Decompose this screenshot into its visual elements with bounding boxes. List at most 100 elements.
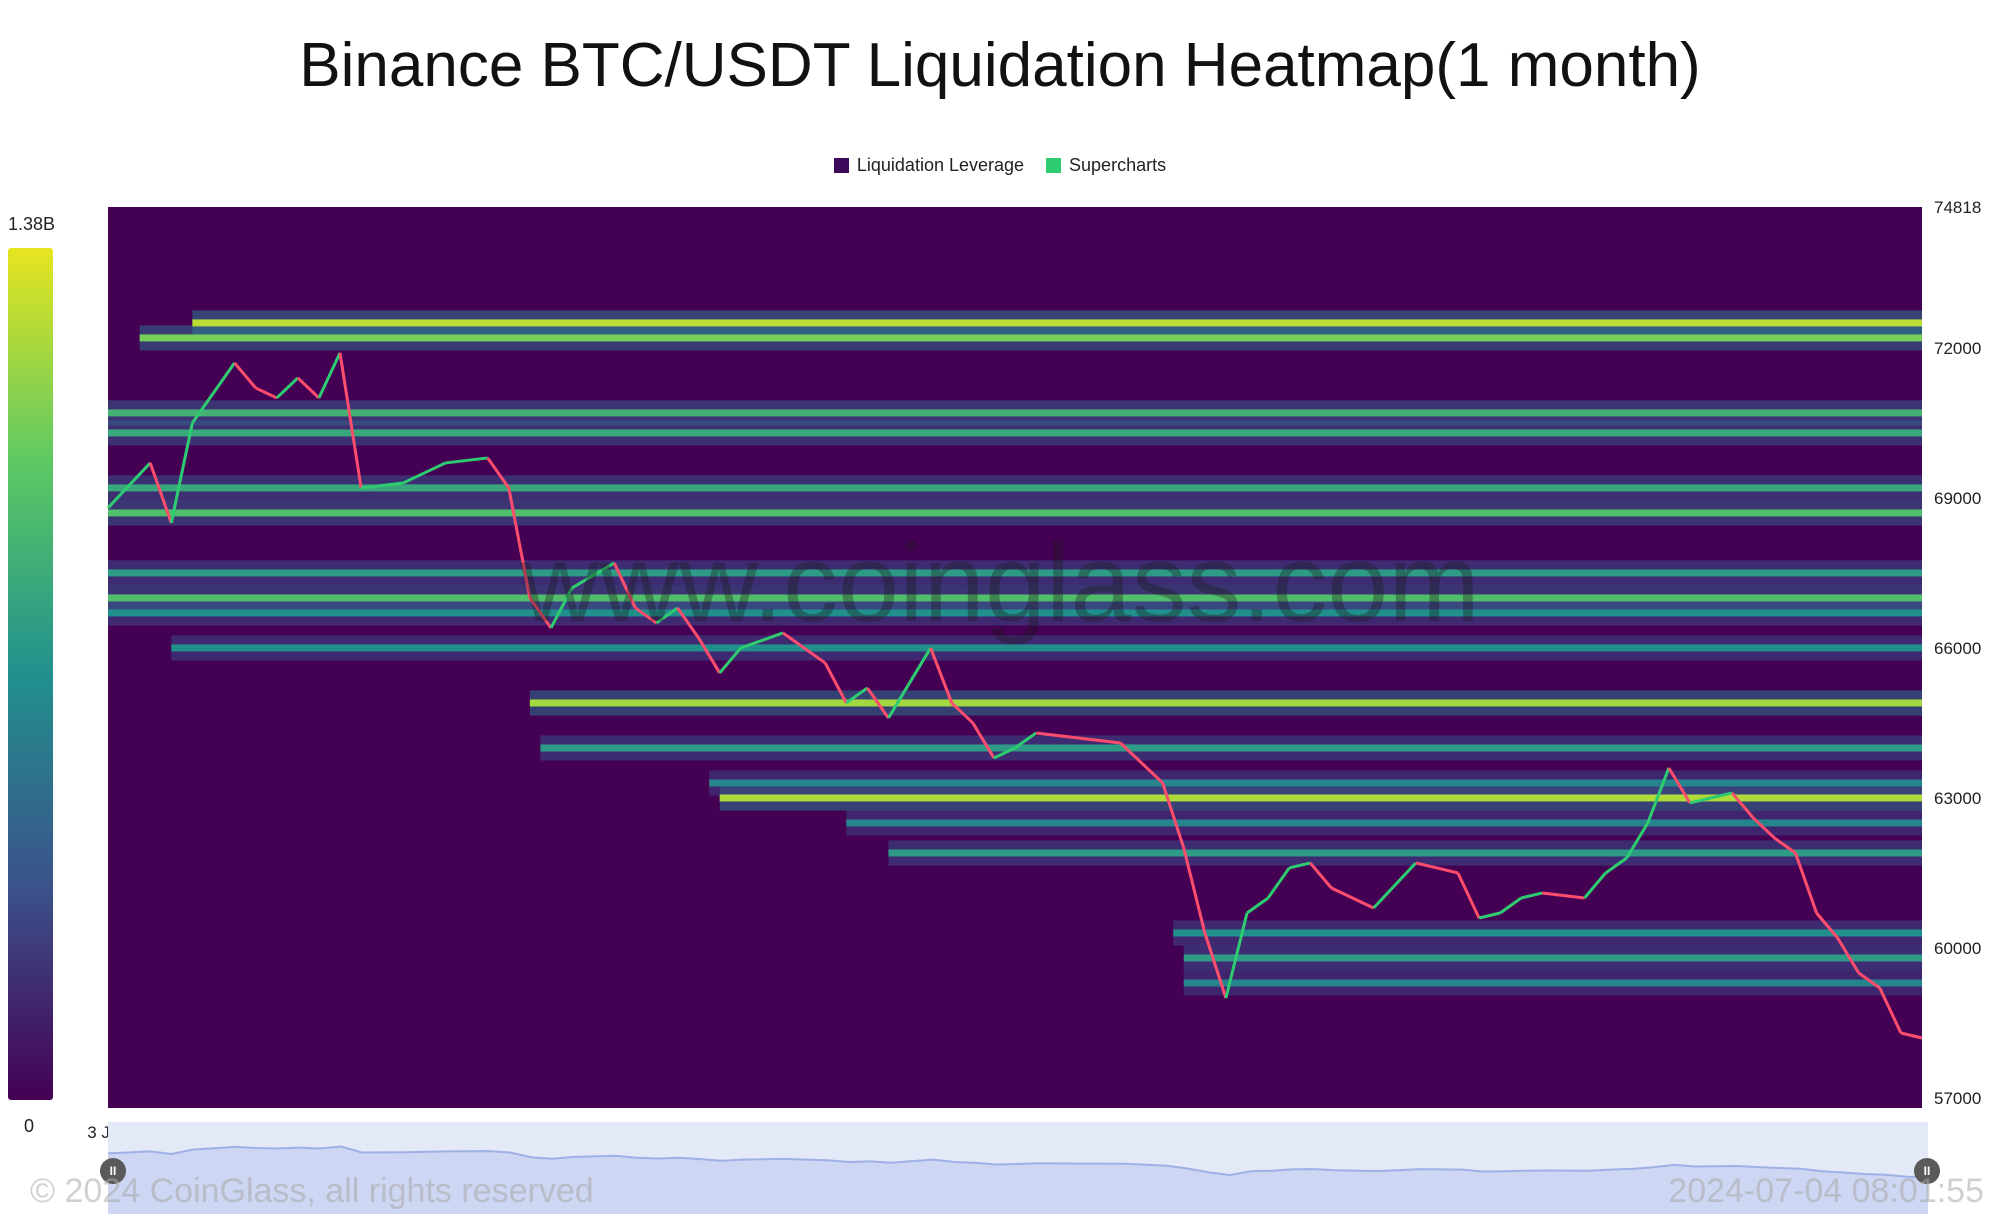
price-candle — [1499, 896, 1523, 915]
price-candle — [1415, 861, 1459, 875]
legend-swatch-liquidation-leverage — [833, 158, 849, 173]
liquidation-band — [540, 744, 1922, 752]
price-candle — [1583, 872, 1607, 899]
price-candle — [1604, 856, 1628, 875]
price-candle — [823, 662, 848, 704]
legend-swatch-supercharts — [1046, 158, 1062, 173]
price-candle — [1710, 791, 1733, 800]
price-candle — [317, 352, 342, 399]
price-candle — [338, 352, 363, 489]
price-candle — [1815, 912, 1839, 939]
price-candle — [1078, 736, 1121, 745]
liquidation-band — [139, 334, 1923, 342]
price-candle — [507, 487, 532, 599]
price-candle — [360, 481, 404, 490]
price-candle — [296, 376, 320, 400]
liquidation-band — [846, 819, 1922, 827]
price-candle — [1161, 782, 1186, 849]
price-candle — [697, 637, 721, 674]
navigator-left-handle[interactable]: II — [100, 1158, 126, 1184]
copyright-text: © 2024 CoinGlass, all rights reserved — [30, 1172, 594, 1210]
y-tick-label: 69000 — [1934, 489, 1981, 508]
price-candle — [1246, 896, 1269, 915]
price-candle — [887, 682, 911, 719]
legend-label-liquidation-leverage: Liquidation Leverage — [856, 155, 1025, 175]
navigator-preview — [108, 1145, 1928, 1214]
liquidation-band — [1183, 979, 1922, 987]
liquidation-band — [108, 594, 1922, 602]
y-tick-label: 57000 — [1934, 1089, 1981, 1108]
price-candle — [233, 361, 257, 389]
price-candle — [212, 362, 236, 394]
liquidation-band — [1173, 929, 1922, 937]
price-candle — [908, 647, 932, 684]
liquidation-band — [192, 319, 1923, 327]
price-candle — [528, 597, 553, 629]
liquidation-band — [108, 484, 1922, 492]
y-tick-label: 60000 — [1934, 939, 1981, 958]
price-candle — [1520, 891, 1543, 900]
price-candle — [1900, 1031, 1923, 1040]
liquidation-band — [171, 644, 1923, 652]
y-tick-label: 72000 — [1934, 339, 1981, 358]
legend-item-liquidation-leverage[interactable]: Liquidation Leverage — [833, 155, 1025, 176]
price-candle — [1794, 852, 1818, 914]
price-candle — [845, 686, 869, 705]
navigator-area — [108, 1146, 1928, 1214]
price-candle — [866, 687, 890, 719]
price-candle — [255, 386, 278, 400]
liquidation-bands — [108, 310, 1923, 996]
price-candle — [1542, 891, 1585, 900]
price-candle — [1035, 731, 1079, 740]
liquidation-band — [108, 409, 1922, 417]
price-candle — [1014, 731, 1037, 750]
price-candle — [1456, 872, 1481, 919]
price-candle — [1752, 816, 1776, 840]
price-candle — [1836, 937, 1861, 974]
price-candle — [1266, 867, 1291, 899]
navigator-right-handle[interactable]: II — [1914, 1158, 1940, 1184]
price-candle — [634, 606, 658, 625]
price-candle — [655, 606, 679, 625]
price-candle — [106, 461, 152, 509]
price-candle — [1878, 987, 1903, 1034]
price-candle — [782, 631, 805, 650]
liquidation-band — [108, 509, 1922, 517]
timestamp-text: 2024-07-04 08:01:55 — [1668, 1172, 1984, 1210]
price-candle — [718, 646, 742, 674]
price-candle — [1288, 861, 1311, 870]
price-candle — [950, 701, 974, 725]
range-navigator[interactable] — [108, 1122, 1928, 1214]
price-candle — [486, 457, 510, 489]
price-candle — [1857, 971, 1881, 990]
price-candle — [191, 392, 215, 424]
price-candle — [929, 647, 954, 704]
liquidation-band — [108, 429, 1922, 437]
price-candle — [1119, 741, 1164, 785]
price-candle — [549, 587, 574, 629]
price-candle — [571, 561, 615, 590]
legend-item-supercharts[interactable]: Supercharts — [1046, 155, 1166, 176]
price-candle — [169, 422, 194, 524]
colorscale-min-label: 0 — [24, 1116, 35, 1136]
price-candle — [1182, 847, 1207, 934]
price-candle — [1478, 911, 1501, 920]
colorscale-bar[interactable] — [8, 248, 53, 1100]
price-candle — [402, 461, 447, 485]
price-candle — [1689, 796, 1712, 805]
colorscale-max-label: 1.38B — [8, 214, 56, 234]
price-candle — [1203, 932, 1228, 999]
liquidation-band — [108, 569, 1922, 577]
price-candle — [1773, 836, 1797, 855]
price-candle — [1309, 862, 1333, 889]
price-candle — [612, 562, 637, 609]
price-candle — [971, 722, 996, 759]
liquidation-band — [1183, 954, 1922, 962]
liquidation-band — [888, 849, 1922, 857]
price-candle — [148, 462, 173, 524]
chart-legend: Liquidation Leverage Supercharts — [0, 155, 2000, 176]
navigator-line — [108, 1145, 1928, 1178]
price-candle — [1625, 822, 1650, 859]
y-tick-label: 74818 — [1934, 198, 1981, 217]
